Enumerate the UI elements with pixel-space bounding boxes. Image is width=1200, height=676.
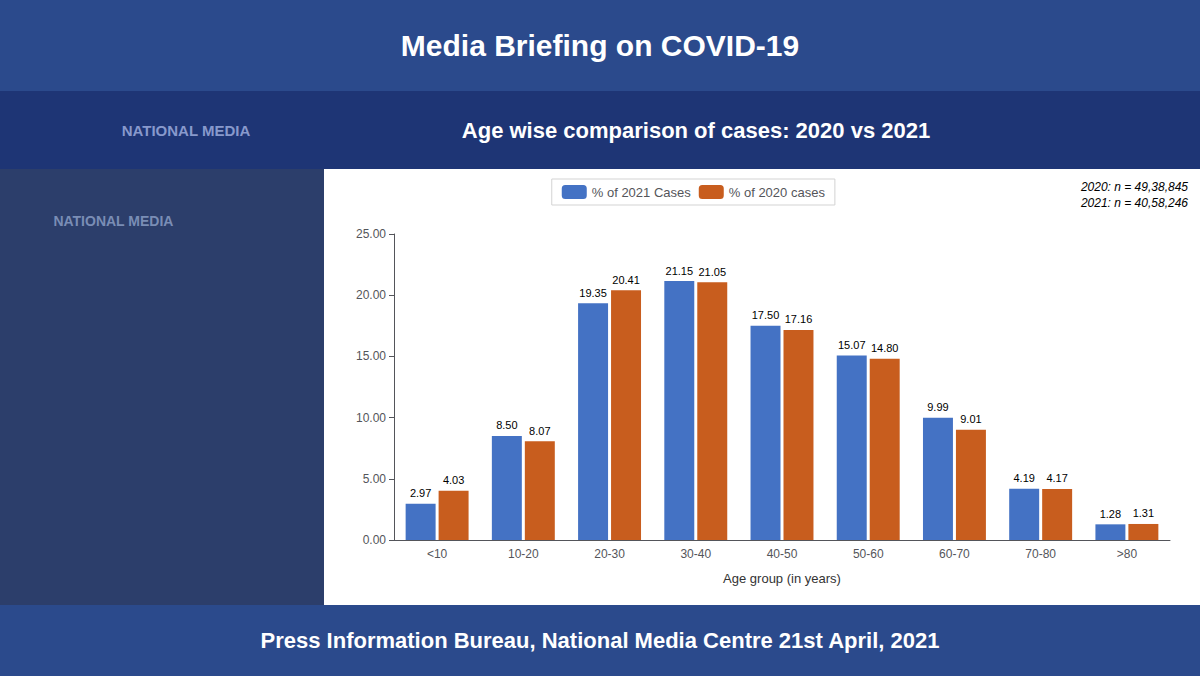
svg-text:17.16: 17.16 (785, 313, 813, 325)
svg-text:Media Briefing on COVID-19: Media Briefing on COVID-19 (401, 29, 799, 62)
svg-text:Age group (in years): Age group (in years) (723, 571, 841, 586)
svg-text:21.05: 21.05 (698, 266, 726, 278)
svg-text:21.15: 21.15 (666, 265, 694, 277)
svg-text:15.00: 15.00 (356, 349, 386, 363)
svg-text:10-20: 10-20 (508, 547, 539, 561)
svg-text:>80: >80 (1117, 547, 1138, 561)
svg-text:70-80: 70-80 (1025, 547, 1056, 561)
svg-text:25.00: 25.00 (356, 227, 386, 241)
svg-text:4.19: 4.19 (1013, 472, 1034, 484)
svg-text:20.00: 20.00 (356, 288, 386, 302)
svg-text:40-50: 40-50 (767, 547, 798, 561)
svg-text:2020: n = 49,38,845: 2020: n = 49,38,845 (1080, 180, 1188, 194)
svg-text:1.31: 1.31 (1133, 507, 1154, 519)
svg-text:1.28: 1.28 (1100, 508, 1121, 520)
svg-text:8.50: 8.50 (496, 419, 517, 431)
svg-text:10.00: 10.00 (356, 411, 386, 425)
svg-text:30-40: 30-40 (680, 547, 711, 561)
svg-text:15.07: 15.07 (838, 339, 866, 351)
svg-text:19.35: 19.35 (579, 287, 607, 299)
svg-text:50-60: 50-60 (853, 547, 884, 561)
svg-text:20-30: 20-30 (594, 547, 625, 561)
svg-text:Age wise comparison of cases:: Age wise comparison of cases: 2020 vs 20… (462, 118, 930, 143)
svg-text:Press Information Bureau, Nati: Press Information Bureau, National Media… (261, 628, 940, 653)
svg-text:4.03: 4.03 (443, 474, 464, 486)
svg-text:5.00: 5.00 (363, 472, 387, 486)
svg-text:14.80: 14.80 (871, 342, 899, 354)
svg-text:NATIONAL MEDIA: NATIONAL MEDIA (122, 122, 251, 139)
svg-text:4.17: 4.17 (1046, 472, 1067, 484)
svg-text:2021: n = 40,58,246: 2021: n = 40,58,246 (1080, 196, 1188, 210)
svg-text:8.07: 8.07 (529, 425, 550, 437)
svg-text:9.01: 9.01 (960, 413, 981, 425)
svg-text:% of 2021 Cases: % of 2021 Cases (592, 185, 692, 200)
svg-text:2.97: 2.97 (410, 487, 431, 499)
svg-text:20.41: 20.41 (612, 274, 640, 286)
svg-text:<10: <10 (427, 547, 448, 561)
svg-text:9.99: 9.99 (927, 401, 948, 413)
svg-text:17.50: 17.50 (752, 309, 780, 321)
svg-text:0.00: 0.00 (363, 533, 387, 547)
svg-text:NATIONAL MEDIA: NATIONAL MEDIA (53, 213, 173, 229)
svg-text:% of 2020 cases: % of 2020 cases (729, 185, 826, 200)
svg-text:60-70: 60-70 (939, 547, 970, 561)
